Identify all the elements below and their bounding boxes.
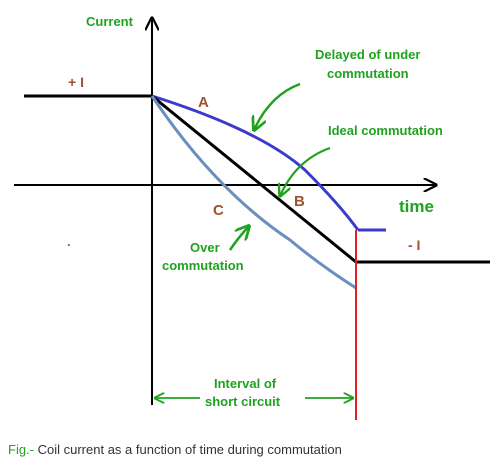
curve-b-ideal bbox=[151, 94, 357, 264]
figure-caption-text: Coil current as a function of time durin… bbox=[34, 442, 342, 457]
curve-c-label: C bbox=[213, 202, 224, 219]
x-axis-label: time bbox=[399, 197, 434, 216]
figure-caption: Fig.- Coil current as a function of time… bbox=[8, 442, 342, 457]
delayed-pointer-arrow bbox=[254, 82, 301, 130]
delayed-annotation-line2: commutation bbox=[327, 66, 409, 81]
over-annotation-line2: commutation bbox=[162, 258, 244, 273]
figure-caption-prefix: Fig.- bbox=[8, 442, 34, 457]
ideal-pointer-arrow bbox=[280, 146, 331, 196]
plus-i-label: + I bbox=[68, 74, 84, 90]
delayed-annotation-line1: Delayed of under bbox=[315, 47, 420, 62]
ideal-annotation: Ideal commutation bbox=[328, 123, 443, 138]
over-pointer-arrow bbox=[228, 226, 249, 251]
over-annotation-line1: Over bbox=[190, 240, 220, 255]
stray-dot: . bbox=[67, 234, 71, 249]
curve-a-delayed bbox=[151, 94, 360, 231]
curve-a-label: A bbox=[198, 94, 209, 111]
y-axis-label: Current bbox=[86, 14, 134, 29]
curve-c-over bbox=[150, 95, 357, 290]
interval-annotation-line2: short circuit bbox=[205, 394, 281, 409]
curve-b-label: B bbox=[294, 193, 305, 210]
minus-i-label: - I bbox=[408, 237, 420, 253]
interval-annotation-line1: Interval of bbox=[214, 376, 277, 391]
